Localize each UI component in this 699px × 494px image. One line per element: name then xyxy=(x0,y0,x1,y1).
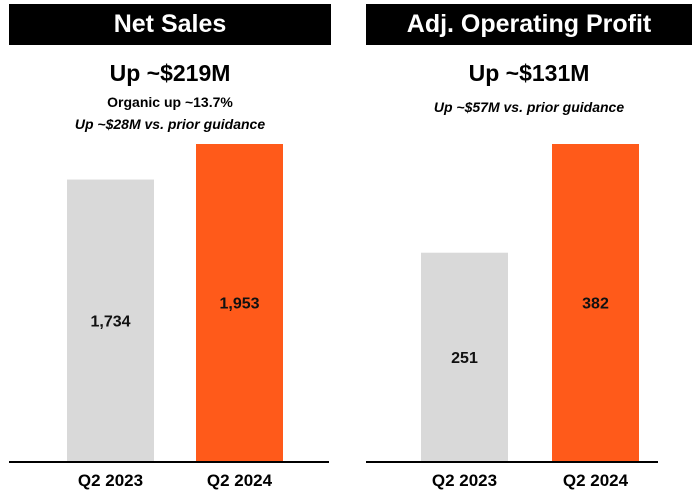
net-sales-guidance-note: Up ~$28M vs. prior guidance xyxy=(74,116,266,132)
net-sales-chart: 1,734 Q2 2023 1,953 Q2 2024 xyxy=(9,144,329,490)
net-sales-bar-q2-2023 xyxy=(67,179,154,461)
operating-profit-chart: 251 Q2 2023 382 Q2 2024 xyxy=(366,144,658,490)
operating-profit-bar-q2-2023 xyxy=(421,252,508,461)
operating-profit-panel: Adj. Operating Profit Up ~$131M Up ~$57M… xyxy=(366,0,699,494)
operating-profit-value-label: 382 xyxy=(582,296,609,313)
net-sales-value-label: 1,734 xyxy=(90,313,130,330)
net-sales-organic-note: Organic up ~13.7% xyxy=(107,94,233,110)
net-sales-headline: Up ~$219M xyxy=(109,60,231,86)
operating-profit-header: Adj. Operating Profit xyxy=(366,4,692,45)
operating-profit-category-label: Q2 2023 xyxy=(432,471,497,490)
operating-profit-value-label: 251 xyxy=(451,350,478,367)
operating-profit-guidance-note: Up ~$57M vs. prior guidance xyxy=(433,99,625,115)
operating-profit-bar-q2-2024 xyxy=(552,144,639,461)
operating-profit-headline: Up ~$131M xyxy=(468,60,590,86)
net-sales-category-label: Q2 2023 xyxy=(78,471,143,490)
net-sales-value-label: 1,953 xyxy=(219,296,259,313)
net-sales-panel: Net Sales Up ~$219M Organic up ~13.7% Up… xyxy=(9,0,340,494)
operating-profit-category-label: Q2 2024 xyxy=(563,471,629,490)
net-sales-header: Net Sales xyxy=(9,4,331,45)
net-sales-category-label: Q2 2024 xyxy=(207,471,273,490)
net-sales-bar-q2-2024 xyxy=(196,144,283,461)
